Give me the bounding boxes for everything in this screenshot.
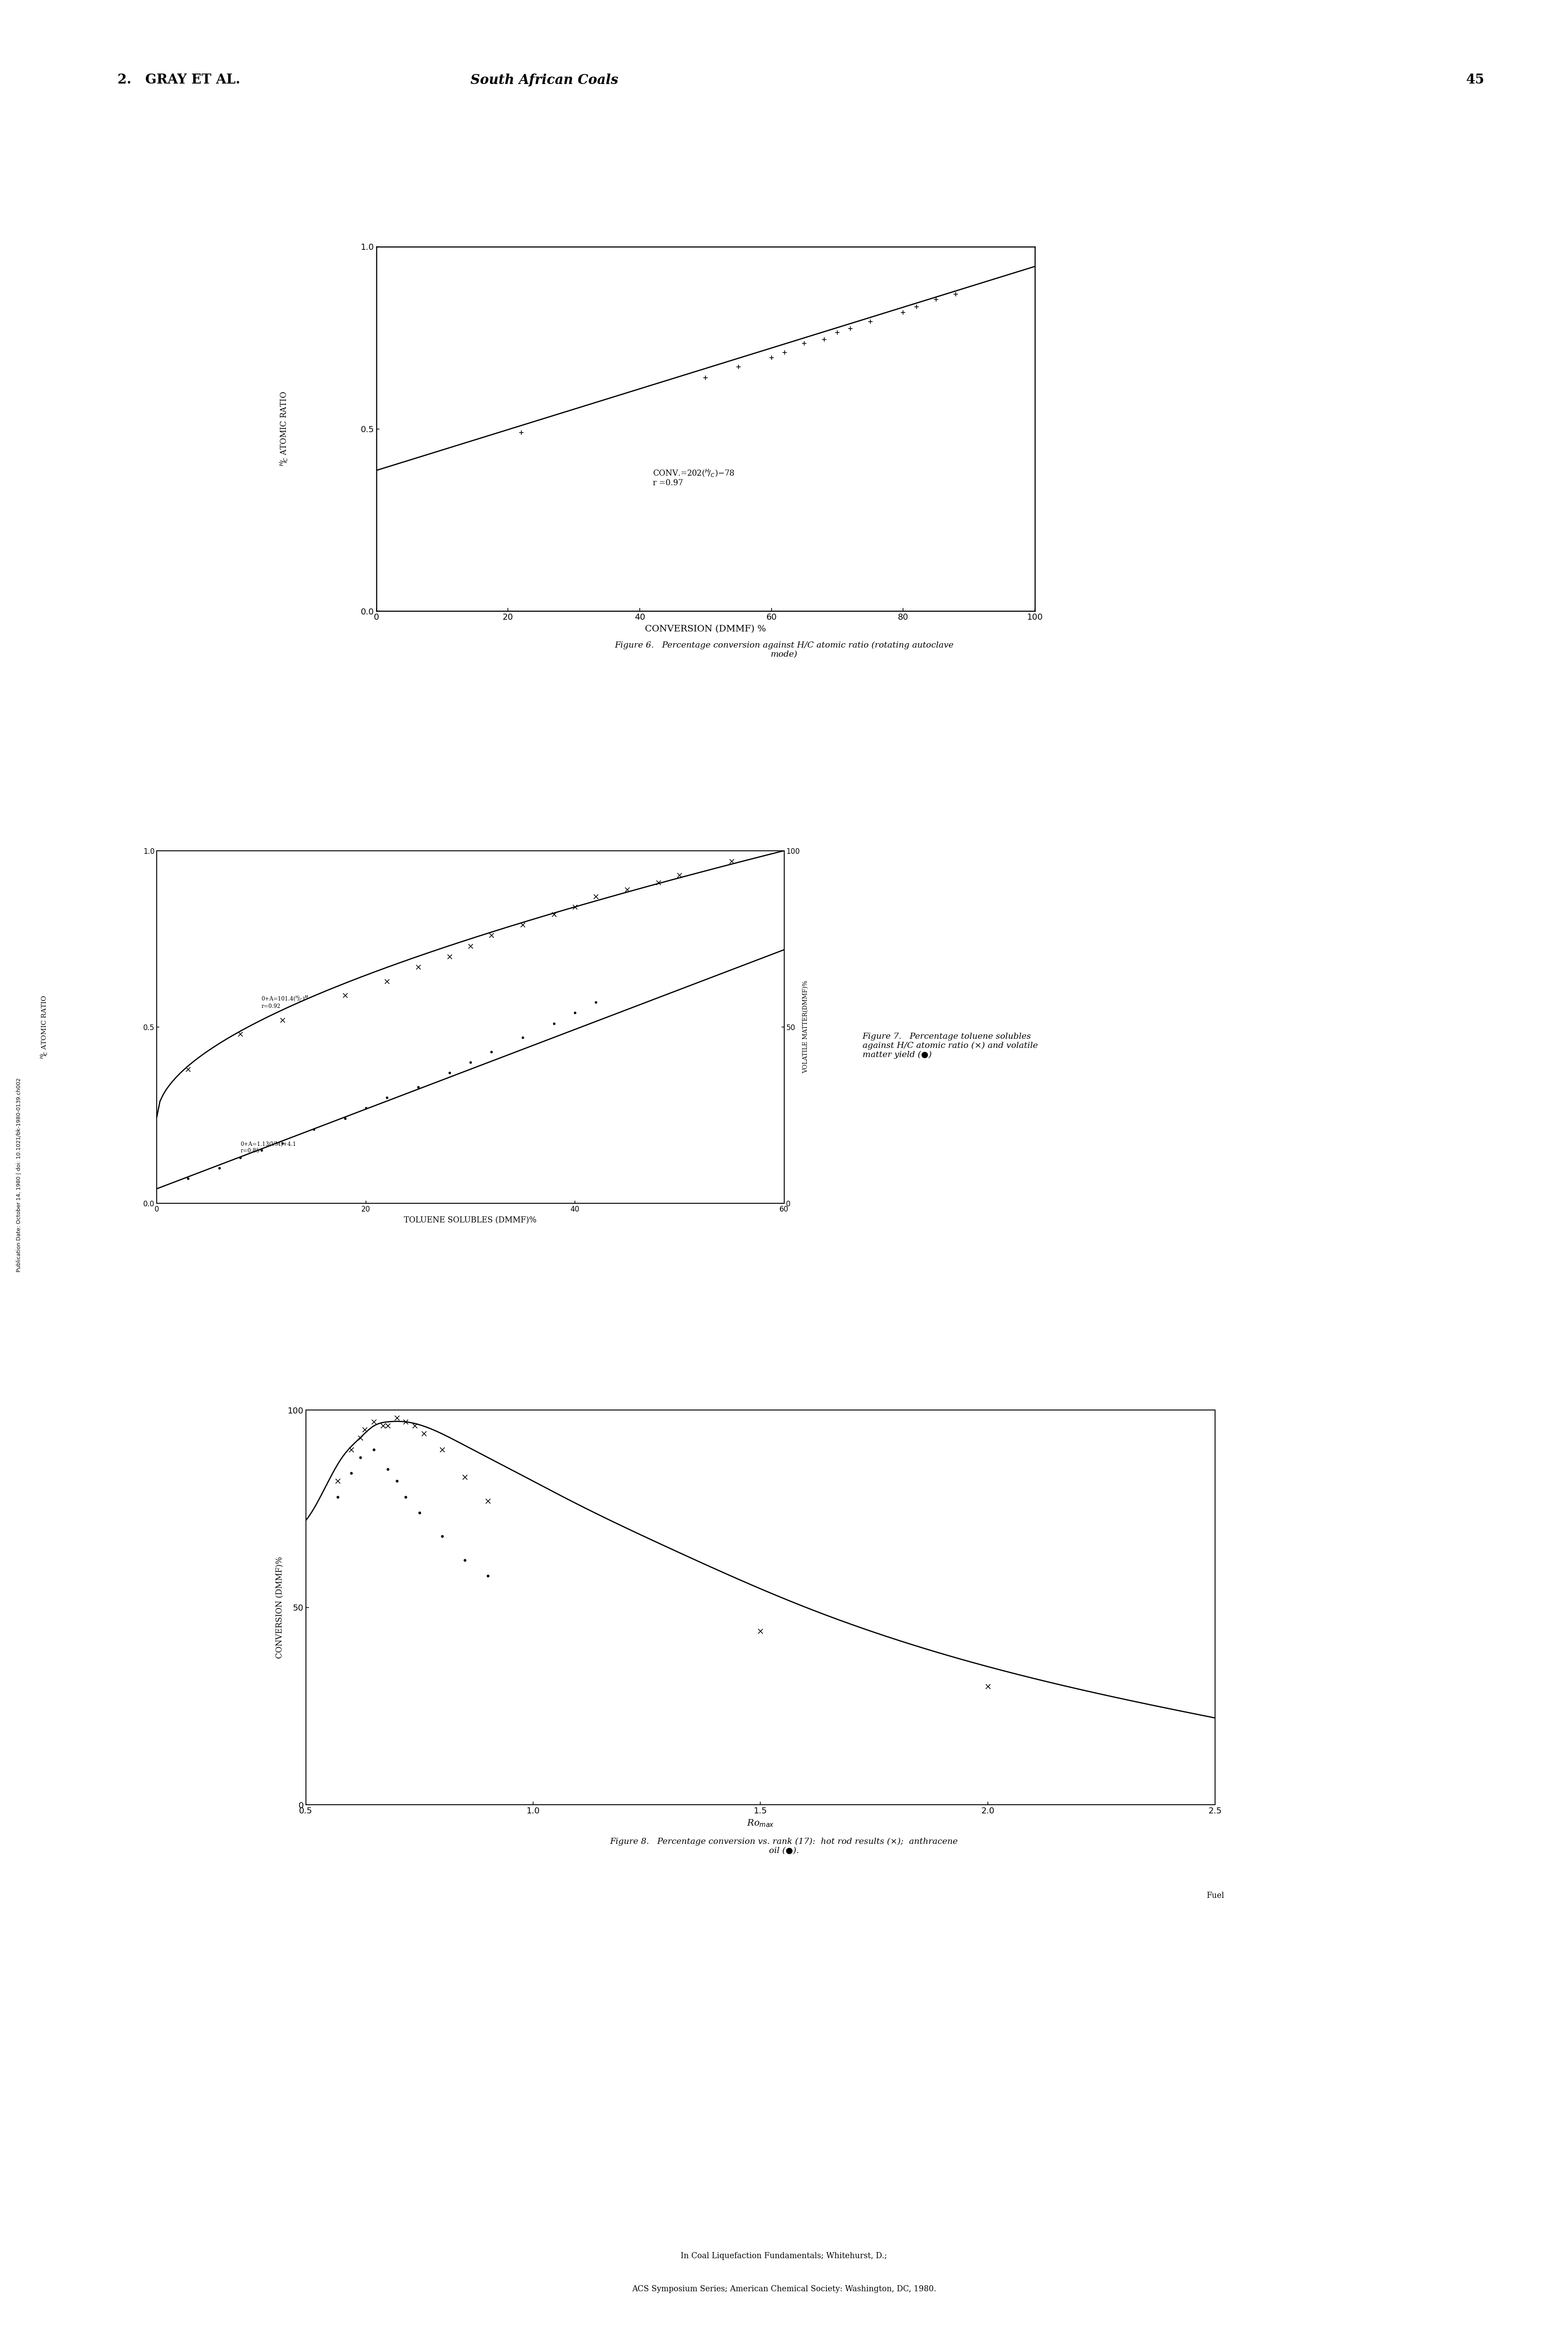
Point: [332, 1100, 358, 1137]
Point: [406, 947, 431, 987]
Point: [924, 280, 949, 317]
X-axis label: TOLUENE SOLUBLES (DMMF)%: TOLUENE SOLUBLES (DMMF)%: [405, 1217, 536, 1224]
Point: [353, 1410, 378, 1448]
Point: [394, 1478, 419, 1516]
Point: [541, 895, 566, 933]
X-axis label: CONVERSION (DMMF) %: CONVERSION (DMMF) %: [644, 625, 767, 632]
Point: [583, 982, 608, 1020]
Text: Figure 8.   Percentage conversion vs. rank (17):  hot rod results (×);  anthrace: Figure 8. Percentage conversion vs. rank…: [610, 1838, 958, 1854]
Point: [458, 928, 483, 966]
Point: [370, 1408, 395, 1445]
Point: [353, 1090, 378, 1128]
Point: [411, 1415, 436, 1452]
Point: [249, 1133, 274, 1170]
Point: [339, 1431, 364, 1469]
Point: [437, 1053, 463, 1090]
Text: South African Coals: South African Coals: [470, 73, 618, 87]
Point: [858, 303, 883, 341]
Point: [452, 1542, 477, 1579]
Text: In Coal Liquefaction Fundamentals; Whitehurst, D.;: In Coal Liquefaction Fundamentals; White…: [681, 2251, 887, 2261]
Point: [176, 1161, 201, 1198]
Text: 45: 45: [1466, 73, 1485, 87]
Point: [384, 1398, 409, 1436]
Text: Fuel: Fuel: [1206, 1892, 1225, 1899]
Point: [541, 1006, 566, 1043]
Point: [478, 916, 503, 954]
Point: [903, 289, 928, 327]
Point: [348, 1419, 373, 1457]
Text: 0+A=1.13(VM)+4.1
r=0.85: 0+A=1.13(VM)+4.1 r=0.85: [240, 1142, 296, 1154]
Point: [437, 938, 463, 975]
Point: [384, 1462, 409, 1499]
Point: [944, 275, 969, 313]
Point: [301, 1112, 326, 1149]
Point: [771, 334, 797, 371]
Point: [227, 1140, 252, 1177]
Point: [403, 1408, 428, 1445]
Point: [375, 1450, 400, 1488]
Point: [792, 324, 817, 362]
Point: [227, 1015, 252, 1053]
Point: [478, 1034, 503, 1072]
Text: 2.   GRAY ET AL.: 2. GRAY ET AL.: [118, 73, 240, 87]
Text: $^H\!/\!_C$ ATOMIC RATIO: $^H\!/\!_C$ ATOMIC RATIO: [39, 994, 49, 1060]
Point: [563, 994, 588, 1032]
Point: [406, 1067, 431, 1107]
Point: [375, 964, 400, 1001]
Text: Figure 7.   Percentage toluene solubles
against H/C atomic ratio (×) and volatil: Figure 7. Percentage toluene solubles ag…: [862, 1032, 1038, 1060]
Point: [812, 322, 837, 360]
Text: ACS Symposium Series; American Chemical Society: Washington, DC, 1980.: ACS Symposium Series; American Chemical …: [632, 2284, 936, 2294]
Point: [207, 1149, 232, 1187]
Point: [837, 310, 862, 348]
Y-axis label: VOLATILE MATTER(DMMF)%: VOLATILE MATTER(DMMF)%: [803, 980, 809, 1074]
Point: [510, 905, 535, 942]
Point: [583, 879, 608, 916]
Point: [475, 1483, 500, 1520]
Point: [563, 888, 588, 926]
Point: [430, 1431, 455, 1469]
Point: [176, 1050, 201, 1088]
Text: $^H\!/\!_C$ ATOMIC RATIO: $^H\!/\!_C$ ATOMIC RATIO: [279, 392, 289, 465]
Point: [510, 1020, 535, 1058]
Point: [759, 338, 784, 376]
Point: [720, 844, 745, 881]
Point: [825, 313, 850, 350]
Point: [748, 1612, 773, 1650]
Point: [975, 1668, 1000, 1706]
Point: [270, 1001, 295, 1039]
Point: [348, 1438, 373, 1476]
Point: [332, 978, 358, 1015]
Point: [615, 870, 640, 907]
Point: [693, 360, 718, 397]
Point: [270, 1126, 295, 1163]
Point: [362, 1431, 387, 1469]
Y-axis label: CONVERSION (DMMF)%: CONVERSION (DMMF)%: [276, 1556, 284, 1659]
Point: [726, 348, 751, 385]
Point: [375, 1079, 400, 1116]
Point: [325, 1478, 350, 1516]
Point: [508, 414, 533, 451]
Point: [891, 294, 916, 331]
Point: [430, 1518, 455, 1556]
Text: CONV.=202($^H\!/_C$)$-$78
r =0.97: CONV.=202($^H\!/_C$)$-$78 r =0.97: [652, 468, 735, 486]
Point: [452, 1459, 477, 1497]
Text: Publication Date: October 14, 1980 | doi: 10.1021/bk-1980-0139.ch002: Publication Date: October 14, 1980 | doi…: [16, 1079, 22, 1271]
Point: [325, 1462, 350, 1499]
Point: [646, 862, 671, 900]
Point: [394, 1403, 419, 1441]
Point: [666, 858, 691, 895]
Point: [475, 1558, 500, 1596]
Point: [458, 1043, 483, 1081]
Point: [408, 1495, 433, 1532]
X-axis label: Ro$_{max}$: Ro$_{max}$: [746, 1819, 775, 1828]
Point: [375, 1408, 400, 1445]
Point: [362, 1403, 387, 1441]
Text: Figure 6.   Percentage conversion against H/C atomic ratio (rotating autoclave
m: Figure 6. Percentage conversion against …: [615, 642, 953, 658]
Point: [339, 1455, 364, 1492]
Text: 0+A=101.4($^H\!/_C$)$^M$
r=0.92: 0+A=101.4($^H\!/_C$)$^M$ r=0.92: [262, 994, 309, 1010]
